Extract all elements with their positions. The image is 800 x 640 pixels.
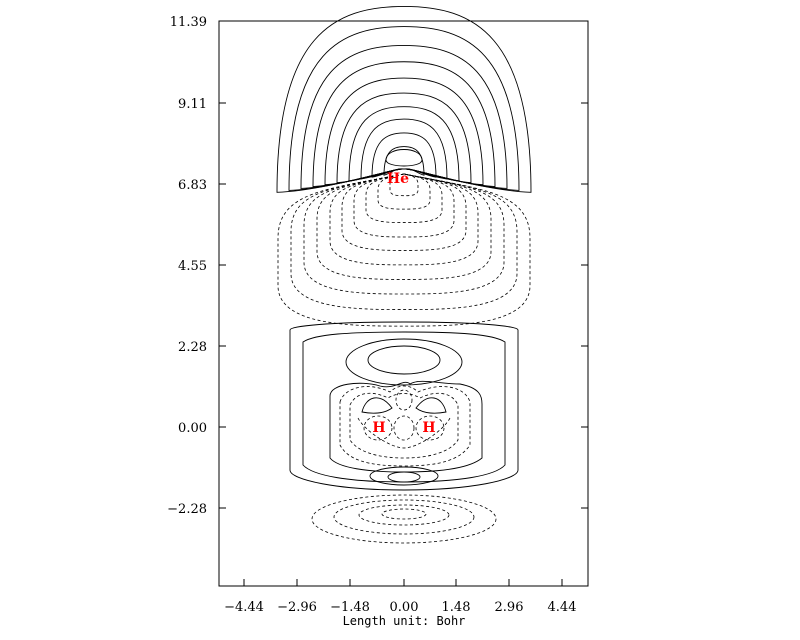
contour-line	[303, 173, 505, 295]
contour-line	[290, 173, 518, 310]
contour-line	[353, 173, 455, 238]
contour-line	[341, 173, 467, 251]
y-tick-label: 9.11	[178, 97, 207, 112]
h2-upper-contours	[289, 321, 519, 491]
contour-line	[377, 173, 431, 210]
contour-line	[316, 173, 492, 280]
bottom-negative-contours	[311, 494, 497, 544]
he-lower-contours	[277, 173, 531, 327]
y-tick-label: 0.00	[178, 421, 207, 436]
contour-line	[385, 149, 423, 167]
y-tick-label: 6.83	[178, 178, 207, 193]
contour-line	[360, 118, 448, 180]
atom-label-h-left: H	[372, 420, 385, 436]
contour-line	[276, 5, 532, 193]
he-upper-contours	[276, 5, 532, 193]
x-tick-label: 1.48	[442, 600, 471, 615]
y-tick-label: 4.55	[178, 259, 207, 274]
x-tick-label: −1.48	[330, 600, 370, 615]
contour-line	[383, 146, 425, 176]
contour-line	[329, 173, 479, 266]
x-tick-label: −2.96	[277, 600, 317, 615]
x-tick-label: 0.00	[390, 600, 419, 615]
contour-line	[300, 45, 508, 189]
x-tick-label: 2.96	[495, 600, 524, 615]
contour-line	[365, 173, 443, 223]
y-tick-label: 11.39	[170, 15, 207, 30]
atom-label-h-right: H	[422, 420, 435, 436]
contour-line	[389, 173, 419, 197]
plot-frame	[218, 20, 589, 587]
contour-line	[277, 173, 531, 327]
y-tick-label: 2.28	[178, 340, 207, 355]
h2-negative-contours	[339, 385, 471, 467]
x-tick-label: 4.44	[548, 600, 577, 615]
tick-marks	[219, 20, 588, 586]
contour-line	[312, 61, 496, 188]
x-axis-title: Length unit: Bohr	[343, 614, 466, 628]
atom-label-he: He	[387, 171, 409, 187]
y-tick-label: −2.28	[167, 502, 207, 517]
x-tick-label: −4.44	[224, 600, 264, 615]
